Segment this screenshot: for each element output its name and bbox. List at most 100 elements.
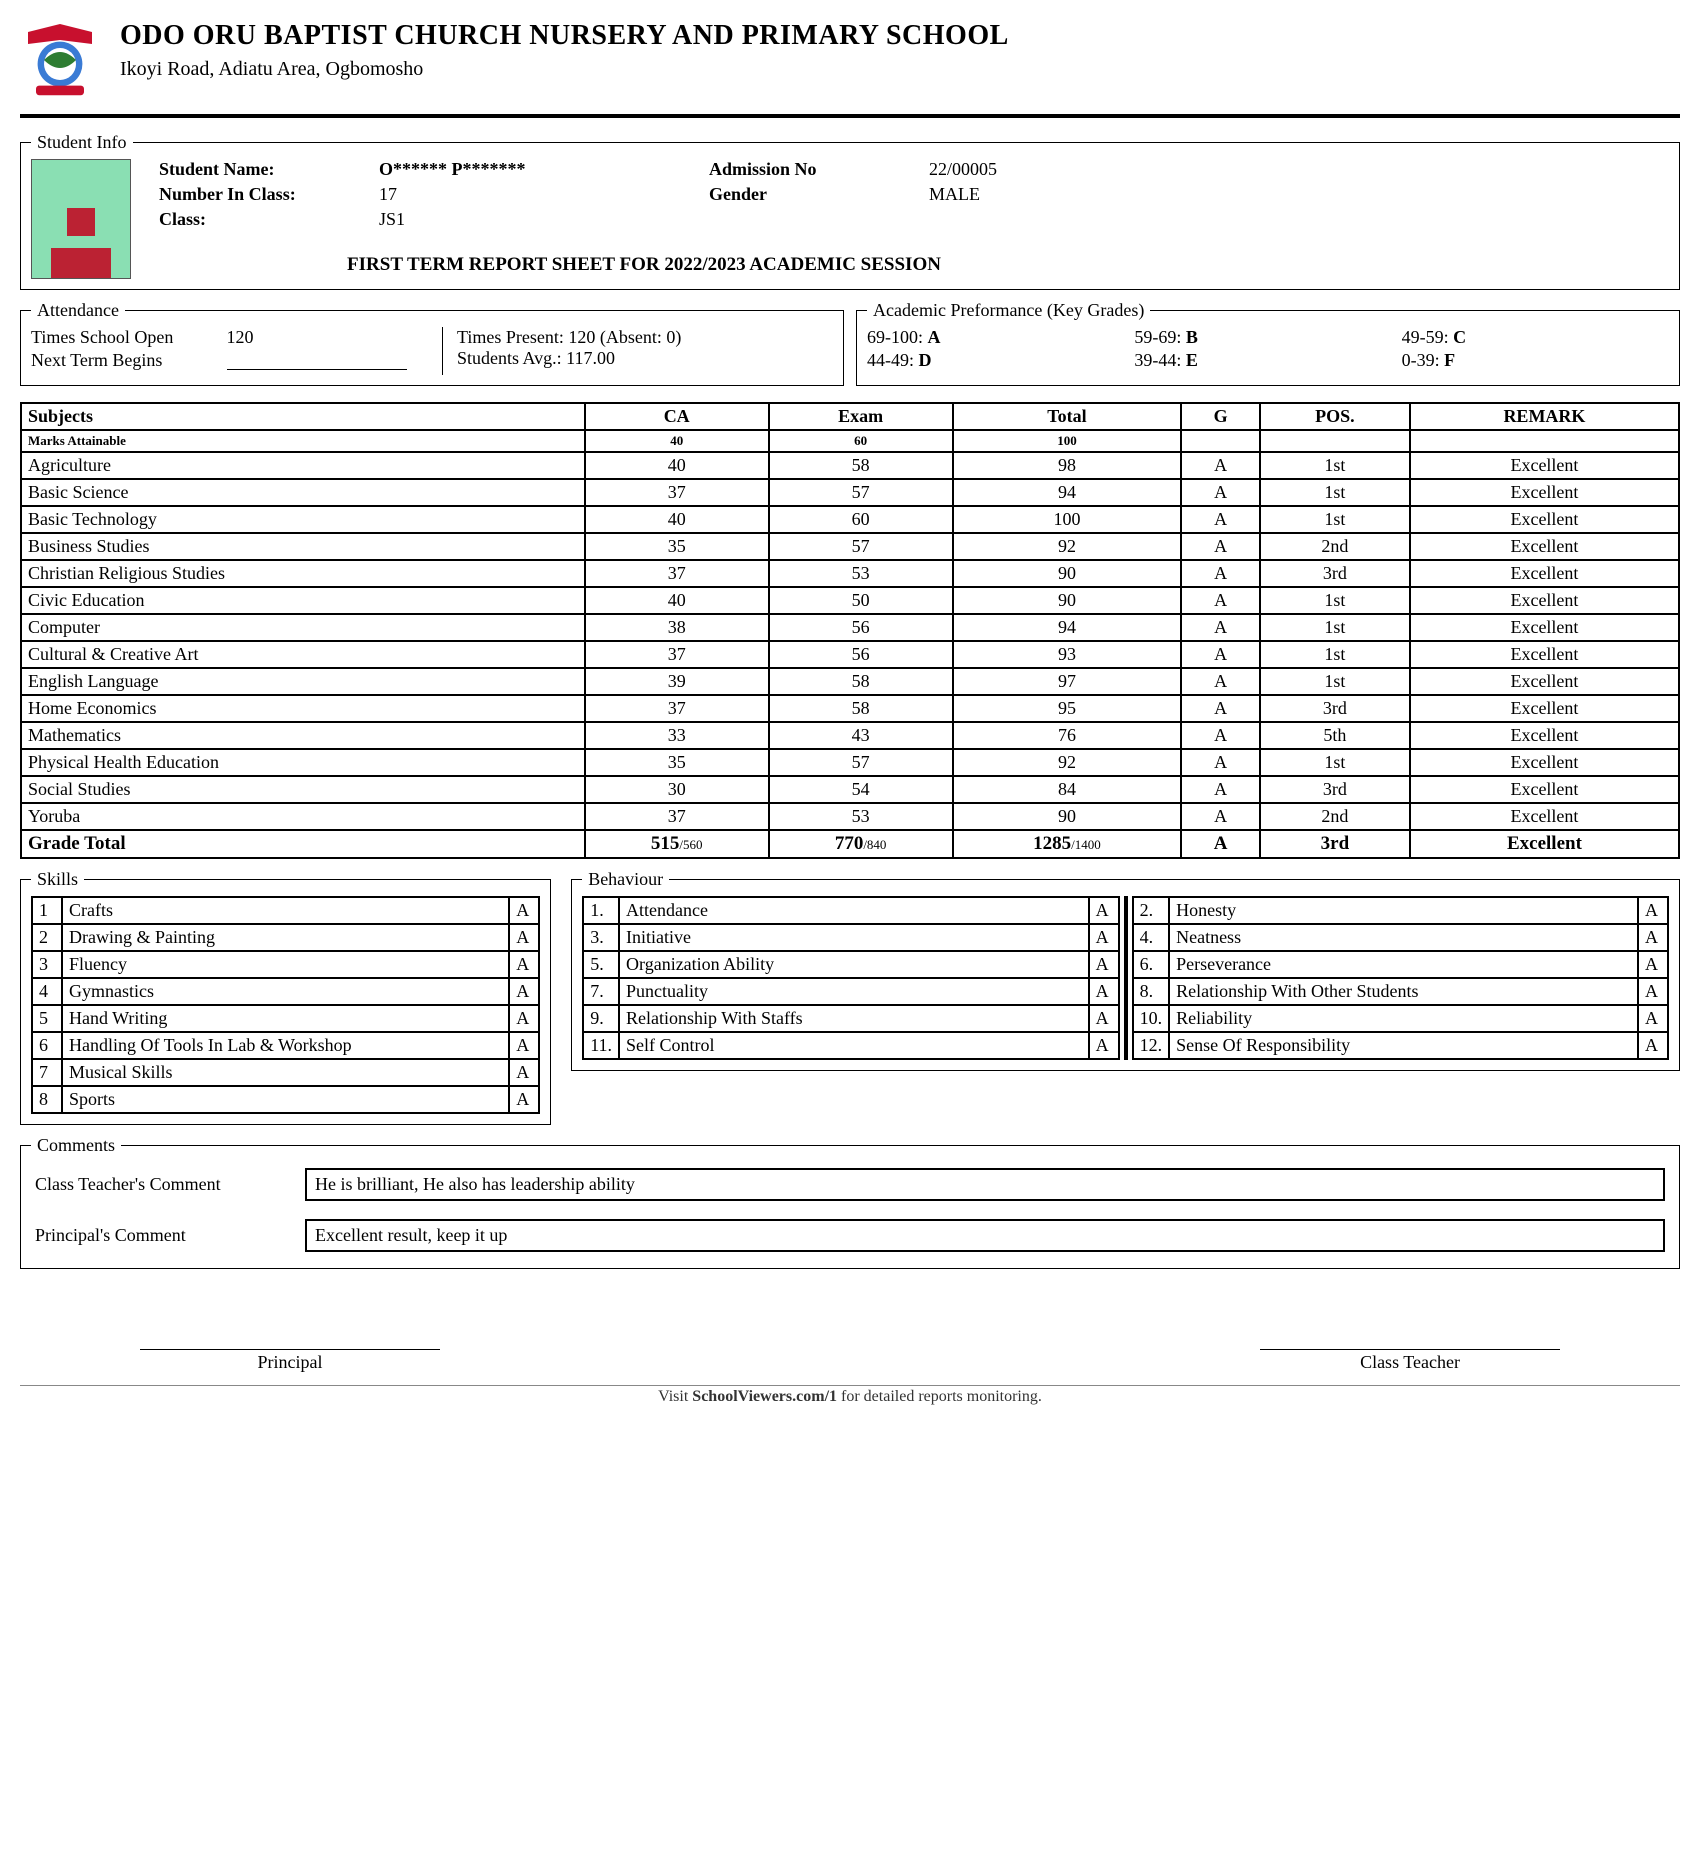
subject-ca: 35 [585,533,769,560]
subject-name: Computer [21,614,585,641]
skill-num: 6 [32,1032,62,1059]
subject-name: Christian Religious Studies [21,560,585,587]
marks-ca: 40 [585,430,769,452]
behaviour-row: 4.NeatnessA [1133,924,1668,951]
skill-grade: A [509,897,539,924]
behaviour-grade: A [1089,924,1119,951]
skill-row: 4GymnasticsA [32,978,539,1005]
behaviour-row: 6.PerseveranceA [1133,951,1668,978]
subject-total: 90 [953,560,1182,587]
skill-row: 3FluencyA [32,951,539,978]
subjects-header-row: Subjects CA Exam Total G POS. REMARK [21,403,1679,430]
signature-teacher-label: Class Teacher [1260,1352,1560,1373]
skill-grade: A [509,1005,539,1032]
behaviour-row: 10.ReliabilityA [1133,1005,1668,1032]
skill-name: Crafts [62,897,509,924]
subject-row: Yoruba375390A2ndExcellent [21,803,1679,830]
student-info-fieldset: Student Info Student Name: O****** P****… [20,132,1680,290]
subject-name: Physical Health Education [21,749,585,776]
subject-total: 100 [953,506,1182,533]
subject-pos: 3rd [1260,560,1410,587]
behaviour-grade: A [1638,978,1668,1005]
keygrades-grid: 69-100: A59-69: B49-59: C44-49: D39-44: … [867,327,1669,371]
subject-pos: 1st [1260,452,1410,479]
subject-row: Basic Technology4060100A1stExcellent [21,506,1679,533]
subject-name: Civic Education [21,587,585,614]
behaviour-num: 7. [583,978,619,1005]
subject-row: Cultural & Creative Art375693A1stExcelle… [21,641,1679,668]
subject-row: Business Studies355792A2ndExcellent [21,533,1679,560]
behaviour-row: 2.HonestyA [1133,897,1668,924]
behaviour-name: Reliability [1169,1005,1638,1032]
skill-num: 5 [32,1005,62,1032]
subject-name: English Language [21,668,585,695]
behaviour-num: 8. [1133,978,1170,1005]
footer-divider [20,1385,1680,1386]
col-total: Total [953,403,1182,430]
keygrade-item: 59-69: B [1134,327,1401,348]
skill-num: 4 [32,978,62,1005]
subject-ca: 40 [585,452,769,479]
keygrade-item: 39-44: E [1134,350,1401,371]
subject-grade: A [1181,776,1260,803]
marks-attainable-row: Marks Attainable 40 60 100 [21,430,1679,452]
attendance-legend: Attendance [31,300,125,321]
subject-total: 90 [953,803,1182,830]
label-student-name: Student Name: [159,159,349,180]
subject-grade: A [1181,803,1260,830]
school-logo [20,20,100,100]
report-page: ODO ORU BAPTIST CHURCH NURSERY AND PRIMA… [20,20,1680,1406]
subject-total: 84 [953,776,1182,803]
subject-exam: 50 [769,587,953,614]
behaviour-row: 11.Self ControlA [583,1032,1118,1059]
behaviour-row: 9.Relationship With StaffsA [583,1005,1118,1032]
behaviour-num: 10. [1133,1005,1170,1032]
session-title: FIRST TERM REPORT SHEET FOR 2022/2023 AC… [159,254,1129,276]
subject-name: Basic Science [21,479,585,506]
subject-grade: A [1181,641,1260,668]
behaviour-name: Punctuality [619,978,1089,1005]
behaviour-name: Perseverance [1169,951,1638,978]
subject-grade: A [1181,695,1260,722]
skill-name: Drawing & Painting [62,924,509,951]
keygrade-item: 44-49: D [867,350,1134,371]
behaviour-grade: A [1638,1032,1668,1059]
skill-grade: A [509,951,539,978]
attendance-fieldset: Attendance Times School Open 120 Next Te… [20,300,844,386]
behaviour-row: 8.Relationship With Other StudentsA [1133,978,1668,1005]
subject-total: 93 [953,641,1182,668]
col-subjects: Subjects [21,403,585,430]
subject-pos: 1st [1260,641,1410,668]
behaviour-table-right: 2.HonestyA4.NeatnessA6.PerseveranceA8.Re… [1132,896,1669,1060]
skill-row: 8SportsA [32,1086,539,1113]
behaviour-name: Honesty [1169,897,1638,924]
behaviour-name: Relationship With Other Students [1169,978,1638,1005]
grade-total-label: Grade Total [21,830,585,858]
subject-ca: 40 [585,587,769,614]
subject-total: 94 [953,479,1182,506]
skill-num: 1 [32,897,62,924]
subject-exam: 57 [769,749,953,776]
skill-grade: A [509,1086,539,1113]
behaviour-num: 5. [583,951,619,978]
skills-table: 1CraftsA2Drawing & PaintingA3FluencyA4Gy… [31,896,540,1114]
subject-pos: 1st [1260,749,1410,776]
col-g: G [1181,403,1260,430]
attendance-keygrades-row: Attendance Times School Open 120 Next Te… [20,300,1680,396]
behaviour-num: 4. [1133,924,1170,951]
subject-grade: A [1181,749,1260,776]
behaviour-name: Attendance [619,897,1089,924]
comments-legend: Comments [31,1135,121,1156]
subject-exam: 58 [769,695,953,722]
student-info-legend: Student Info [31,132,133,153]
subject-remark: Excellent [1410,506,1679,533]
subject-ca: 30 [585,776,769,803]
signature-principal-label: Principal [140,1352,440,1373]
subject-name: Yoruba [21,803,585,830]
behaviour-name: Organization Ability [619,951,1089,978]
student-photo [31,159,131,279]
skills-fieldset: Skills 1CraftsA2Drawing & PaintingA3Flue… [20,869,551,1125]
signature-principal: Principal [140,1349,440,1373]
subject-grade: A [1181,722,1260,749]
behaviour-num: 1. [583,897,619,924]
